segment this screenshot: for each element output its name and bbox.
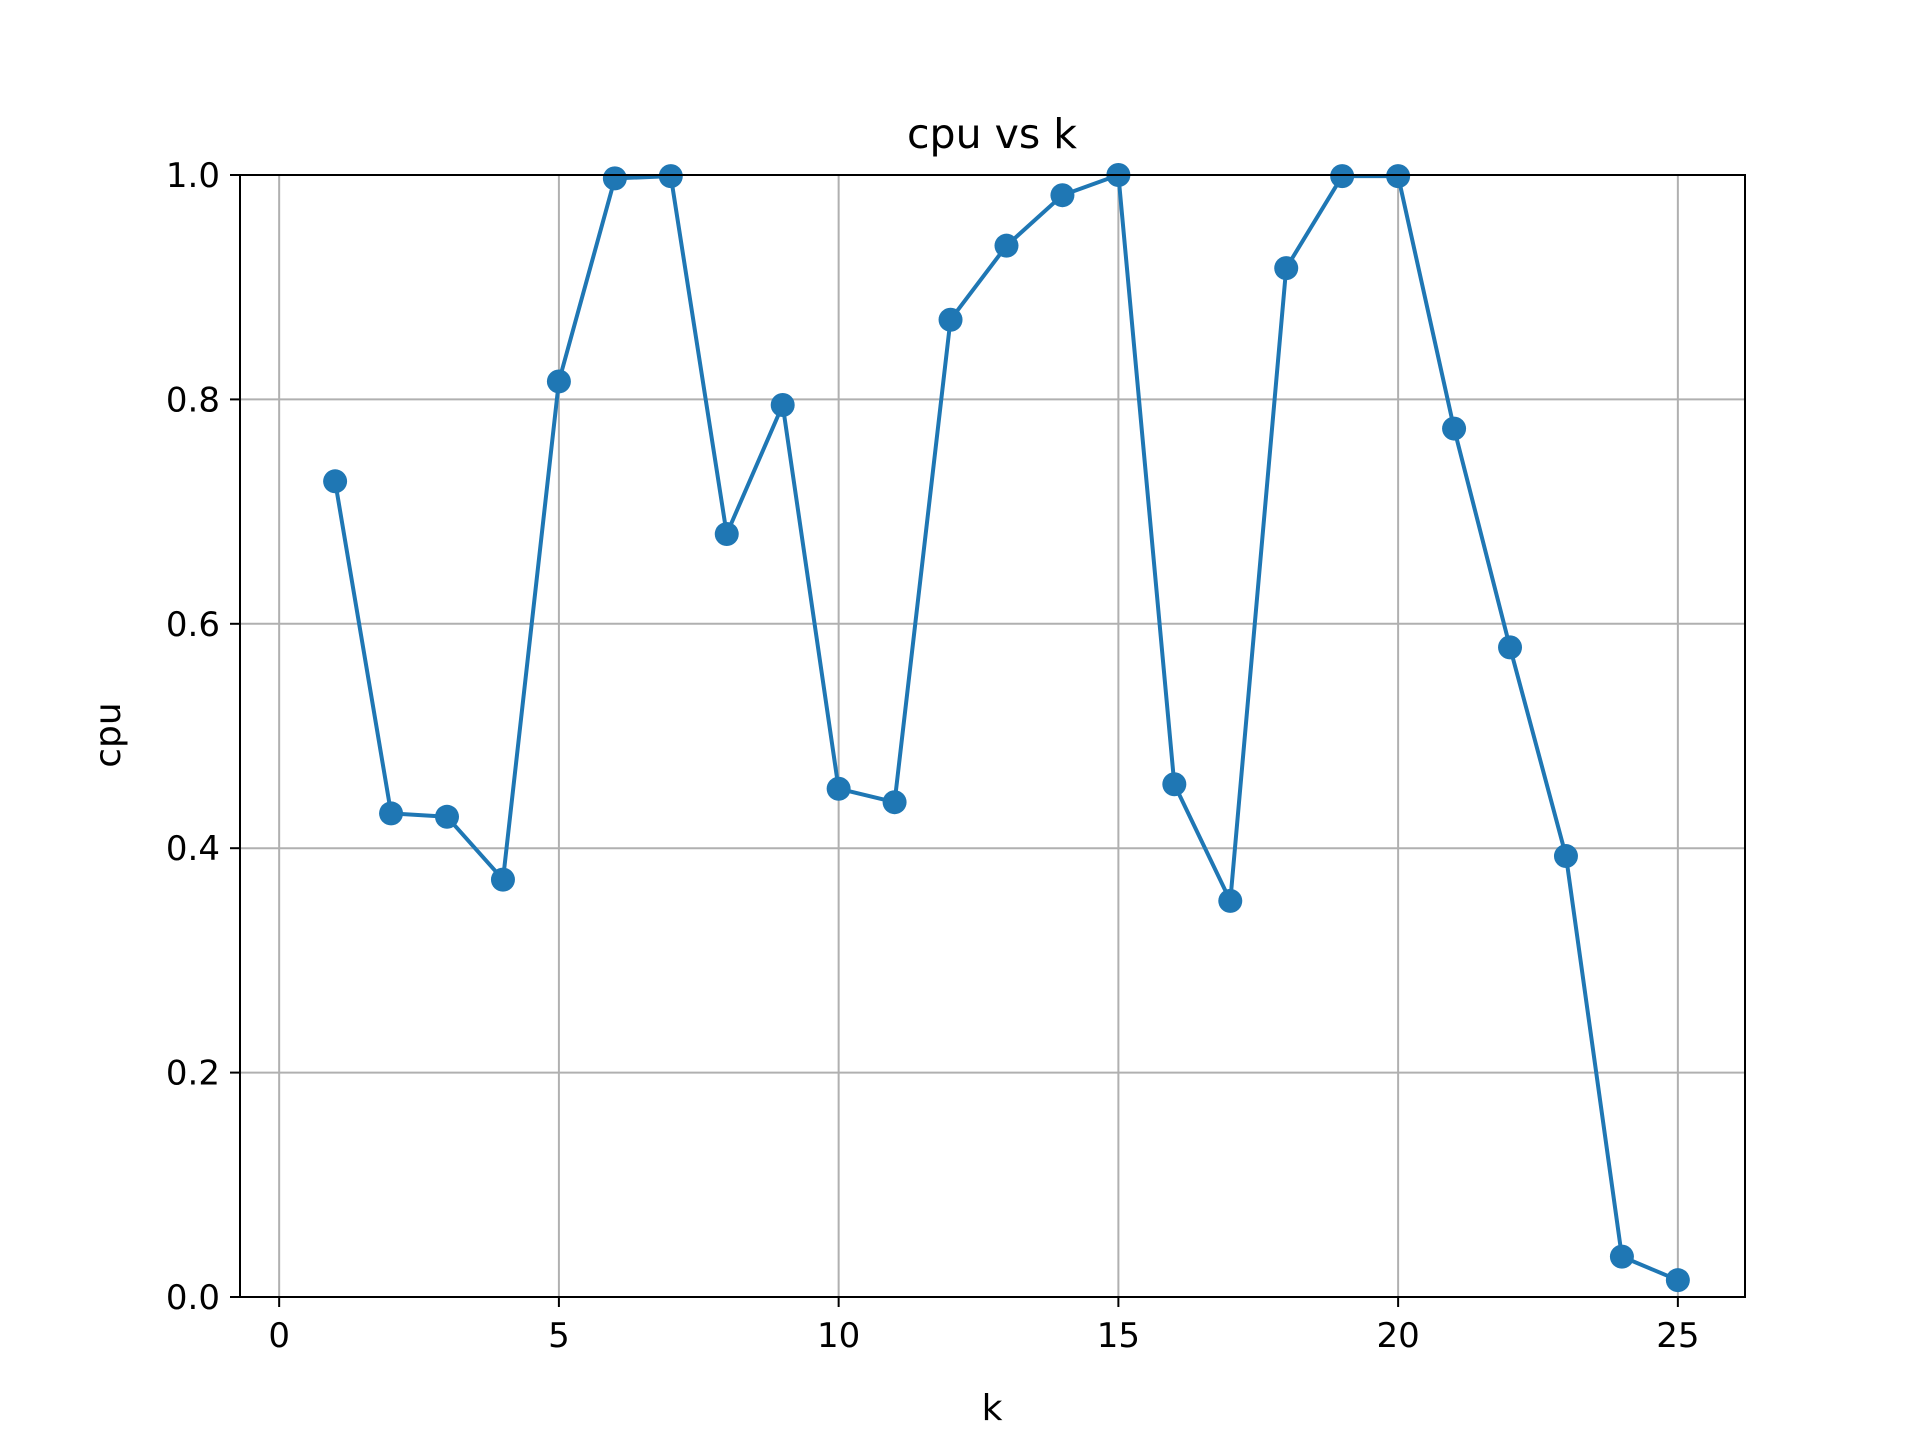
y-tick-label: 0.2 [166,1054,220,1094]
data-point [1218,888,1243,913]
data-point [882,790,907,815]
y-tick-label: 0.8 [166,380,220,420]
data-series [323,163,1690,1293]
data-point [546,369,571,394]
data-point [938,307,963,332]
x-tick-label: 20 [1376,1316,1419,1356]
data-point [602,166,627,191]
data-point [435,804,460,829]
x-tick-label: 10 [817,1316,860,1356]
y-axis-label: cpu [88,702,129,767]
y-tick-label: 0.6 [166,605,220,645]
data-point [1274,256,1299,281]
chart-title: cpu vs k [907,110,1077,158]
data-point [1553,844,1578,869]
data-point [1330,164,1355,189]
axis-ticks: 0 5 10 15 20 25 0.0 0.2 0.4 0.6 0.8 1.0 [166,156,1700,1356]
x-tick-label: 5 [548,1316,570,1356]
plot-frame [239,174,1746,1298]
data-point [323,469,348,494]
data-point [1498,635,1523,660]
x-tick-label: 15 [1097,1316,1140,1356]
x-axis-label: k [982,1388,1003,1429]
data-point [490,867,515,892]
data-point [658,164,683,189]
data-point [1162,772,1187,797]
data-point [1609,1244,1634,1269]
data-point [714,522,739,547]
data-point [1442,416,1467,441]
data-point [1050,183,1075,208]
data-point [1386,164,1411,189]
data-point [1665,1268,1690,1293]
data-point [826,776,851,801]
x-tick-label: 0 [268,1316,290,1356]
data-point [994,233,1019,258]
y-tick-label: 0.4 [166,829,220,869]
y-tick-label: 1.0 [166,156,220,196]
y-tick-label: 0.0 [166,1278,220,1318]
x-tick-label: 25 [1656,1316,1699,1356]
data-point [770,393,795,418]
data-point [379,801,404,826]
